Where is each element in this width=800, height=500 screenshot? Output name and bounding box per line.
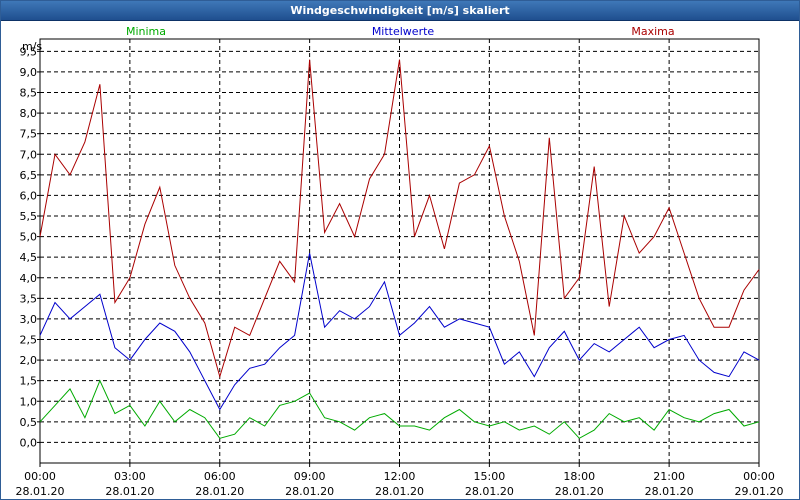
y-tick-label: 3,5	[20, 292, 38, 305]
y-tick-label: 8,5	[20, 87, 38, 100]
grid-lines	[40, 39, 759, 463]
y-tick-label: 6,0	[20, 189, 38, 202]
y-tick-label: 0,5	[20, 416, 38, 429]
legend-maxima: Maxima	[631, 25, 674, 38]
x-tick-date: 28.01.20	[555, 485, 604, 498]
y-tick-label: 7,0	[20, 148, 38, 161]
y-tick-label: 9,5	[20, 45, 38, 58]
y-tick-label: 5,0	[20, 231, 38, 244]
y-tick-label: 3,0	[20, 313, 38, 326]
y-tick-label: 2,0	[20, 354, 38, 367]
y-tick-label: 6,5	[20, 169, 38, 182]
x-tick-time: 15:00	[474, 470, 506, 483]
y-axis: 0,0 0,5 1,0 1,5 2,0 2,5 3,0 3,5 4,0 4,5 5,0 5,5 6,0 6…	[20, 45, 40, 449]
x-tick-time: 12:00	[384, 470, 416, 483]
x-tick-time: 21:00	[653, 470, 685, 483]
y-tick-label: 0,0	[20, 436, 38, 449]
x-axis: 00:00 28.01.20 03:00 28.01.20 06:00 28.01.20 0…	[16, 463, 784, 498]
x-tick-time: 00:00	[24, 470, 56, 483]
y-tick-label: 1,0	[20, 395, 38, 408]
legend: Minima Mittelwerte Maxima	[126, 25, 675, 38]
x-tick-time: 09:00	[294, 470, 326, 483]
x-tick-date: 28.01.20	[105, 485, 154, 498]
x-tick-date: 28.01.20	[645, 485, 694, 498]
series-line-mittelwerte	[39, 253, 760, 411]
x-tick-date: 28.01.20	[285, 485, 334, 498]
y-tick-label: 4,5	[20, 251, 38, 264]
x-tick-date: 29.01.20	[735, 485, 784, 498]
chart-title: Windgeschwindigkeit [m/s] skaliert	[1, 1, 799, 21]
x-tick-time: 00:00	[743, 470, 775, 483]
legend-mittelwerte: Mittelwerte	[372, 25, 435, 38]
legend-minima: Minima	[126, 25, 166, 38]
y-tick-label: 1,5	[20, 375, 38, 388]
series-lines	[39, 59, 760, 439]
x-tick-time: 03:00	[114, 470, 146, 483]
y-tick-label: 2,5	[20, 334, 38, 347]
x-tick-date: 28.01.20	[16, 485, 65, 498]
y-tick-label: 8,0	[20, 107, 38, 120]
series-line-minima	[39, 379, 760, 439]
x-tick-time: 18:00	[563, 470, 595, 483]
x-tick-time: 06:00	[204, 470, 236, 483]
x-tick-date: 28.01.20	[375, 485, 424, 498]
y-tick-label: 5,5	[20, 210, 38, 223]
y-tick-label: 9,0	[20, 66, 38, 79]
y-axis-label: m/s	[22, 40, 42, 53]
y-tick-label: 7,5	[20, 128, 38, 141]
series-line-maxima	[39, 59, 760, 379]
y-tick-label: 4,0	[20, 272, 38, 285]
x-tick-date: 28.01.20	[465, 485, 514, 498]
x-tick-date: 28.01.20	[195, 485, 244, 498]
